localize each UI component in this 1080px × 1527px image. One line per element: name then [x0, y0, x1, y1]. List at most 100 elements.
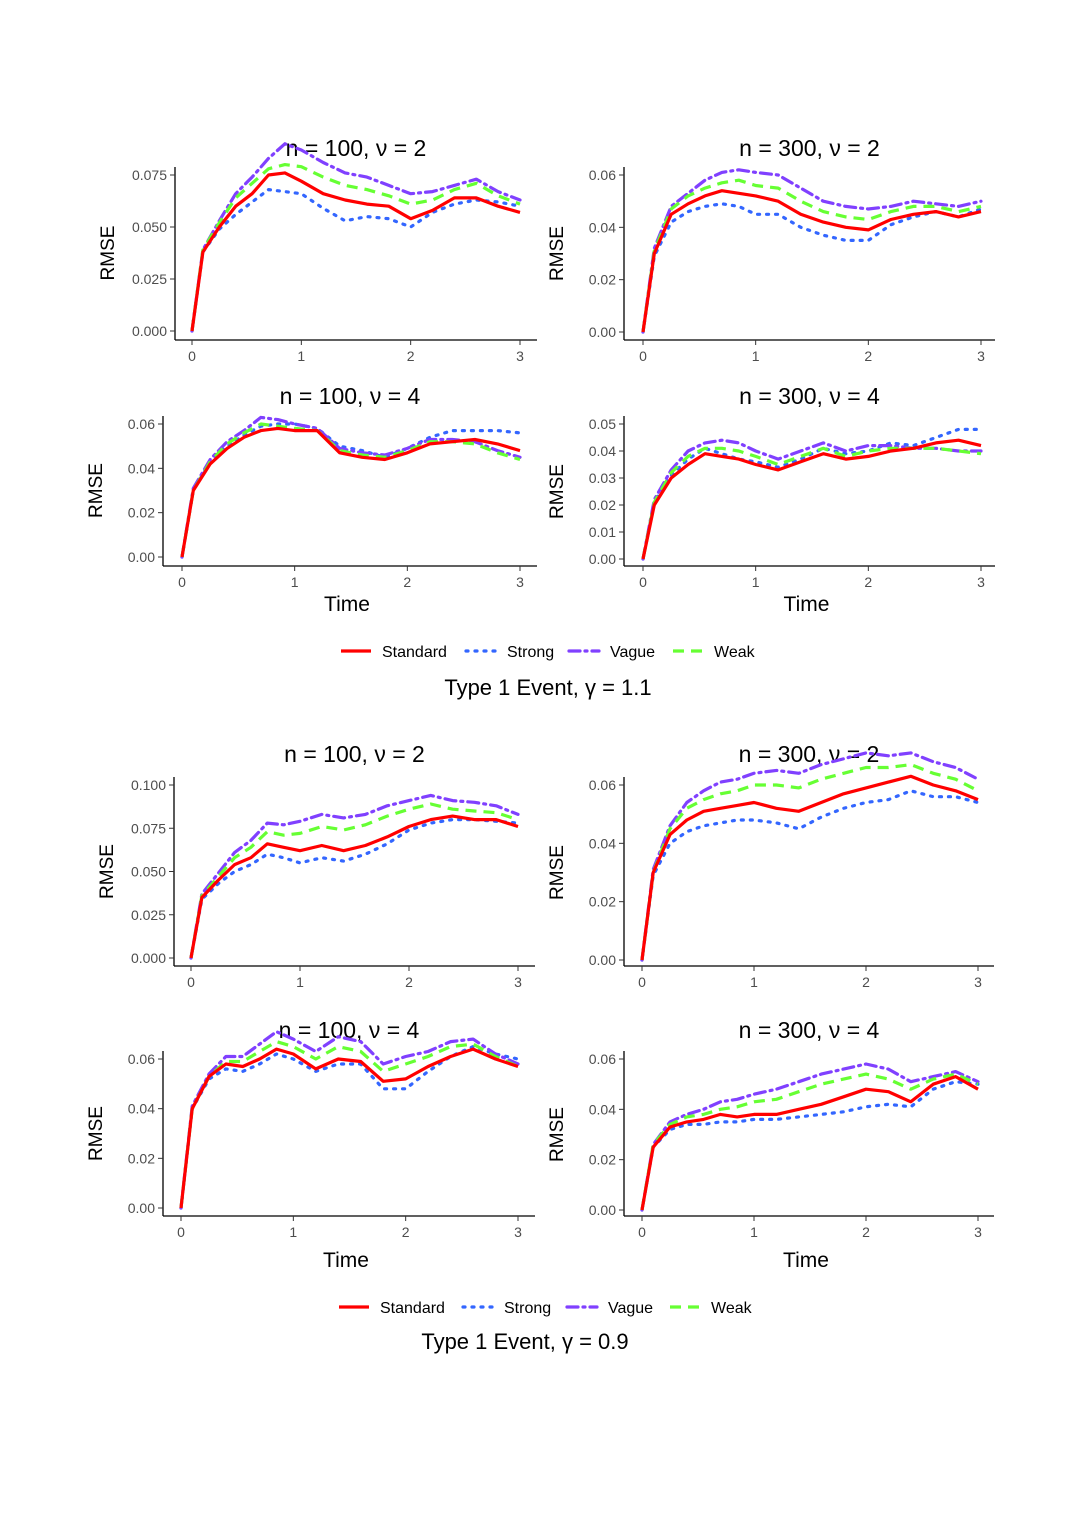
- y-axis-label: RMSE: [98, 226, 119, 281]
- x-tick-label: 2: [862, 1224, 870, 1240]
- x-axis-label: Time: [323, 1249, 369, 1272]
- chart-panel-5: n = 100, ν = 2 0.000 0.025 0.050 0.075 0.100 0…: [97, 741, 535, 990]
- series-line-vague: [640, 1062, 980, 1212]
- x-tick-label: 3: [974, 974, 982, 990]
- y-tick-label: 0.06: [128, 1051, 155, 1067]
- y-tick-label: 0.100: [131, 777, 166, 793]
- legend-label-standard: Standard: [380, 1300, 445, 1317]
- y-tick-label: 0.04: [589, 443, 616, 459]
- y-tick-label: 0.02: [589, 894, 616, 910]
- x-tick-label: 1: [752, 574, 760, 590]
- panel-title: n = 100, ν = 4: [280, 383, 421, 409]
- series-line-strong: [640, 789, 980, 962]
- y-tick-label: 0.00: [589, 551, 616, 567]
- series-line-weak: [641, 446, 982, 560]
- y-tick-label: 0.04: [128, 460, 155, 476]
- x-tick-label: 1: [752, 348, 760, 364]
- y-tick-label: 0.02: [589, 1152, 616, 1168]
- x-axis-label: Time: [784, 593, 830, 616]
- y-tick-label: 0.02: [589, 497, 616, 513]
- y-tick-label: 0.02: [128, 1150, 155, 1166]
- panel-title: n = 300, ν = 2: [739, 135, 880, 161]
- figure-caption: Type 1 Event, γ = 1.1: [444, 675, 651, 700]
- y-tick-label: 0.01: [589, 524, 616, 540]
- y-tick-label: 0.000: [132, 323, 167, 339]
- x-tick-label: 0: [177, 1224, 185, 1240]
- series-line-standard: [190, 171, 521, 332]
- series-line-weak: [189, 802, 519, 959]
- x-axis-label: Time: [783, 1249, 829, 1272]
- y-tick-label: 0.06: [589, 777, 616, 793]
- y-tick-label: 0.00: [589, 1202, 616, 1218]
- series-line-standard: [640, 774, 979, 961]
- y-tick-label: 0.00: [589, 952, 616, 968]
- legend-label-strong: Strong: [504, 1300, 551, 1317]
- legend-label-weak: Weak: [714, 644, 756, 661]
- y-tick-label: 0.050: [131, 864, 166, 880]
- x-tick-label: 0: [188, 348, 196, 364]
- x-tick-label: 1: [291, 574, 299, 590]
- chart-panel-4: n = 300, ν = 4 0.00 0.01 0.02 0.03 0.04 0.05 0 1…: [547, 383, 995, 616]
- y-tick-label: 0.04: [589, 219, 616, 235]
- x-tick-label: 1: [296, 974, 304, 990]
- panel-title: n = 300, ν = 4: [739, 383, 880, 409]
- y-tick-label: 0.00: [589, 324, 616, 340]
- series-line-vague: [179, 1030, 520, 1210]
- x-tick-label: 0: [638, 974, 646, 990]
- x-tick-label: 3: [977, 348, 985, 364]
- legend-label-strong: Strong: [507, 644, 554, 661]
- x-tick-label: 2: [403, 574, 411, 590]
- chart-panel-1: n = 100, ν = 2 0.000 0.025 0.050 0.075 0 1 2 3 RM…: [98, 135, 537, 364]
- y-axis-label: RMSE: [547, 1107, 568, 1162]
- x-tick-label: 2: [407, 348, 415, 364]
- x-tick-label: 0: [187, 974, 195, 990]
- y-axis-label: RMSE: [97, 844, 118, 899]
- y-axis-label: RMSE: [547, 845, 568, 900]
- y-tick-label: 0.075: [132, 167, 167, 183]
- y-axis-label: RMSE: [86, 1106, 107, 1161]
- series-line-strong: [179, 1045, 520, 1210]
- y-tick-label: 0.06: [589, 1051, 616, 1067]
- y-tick-label: 0.03: [589, 470, 616, 486]
- y-axis-label: RMSE: [547, 464, 568, 519]
- x-tick-label: 0: [639, 574, 647, 590]
- legend-label-standard: Standard: [382, 644, 447, 661]
- legend-label-vague: Vague: [608, 1300, 653, 1317]
- series-line-weak: [179, 1040, 519, 1209]
- y-tick-label: 0.04: [589, 835, 616, 851]
- y-tick-label: 0.05: [589, 416, 616, 432]
- chart-panel-3: n = 100, ν = 4 0.00 0.02 0.04 0.06 0 1 2 3 RMSE Ti…: [86, 383, 537, 616]
- y-axis-label: RMSE: [86, 463, 107, 518]
- series-line-weak: [640, 763, 979, 961]
- series-line-weak: [641, 178, 982, 333]
- panel-title: n = 100, ν = 2: [284, 741, 425, 767]
- x-tick-label: 3: [974, 1224, 982, 1240]
- x-tick-label: 1: [750, 1224, 758, 1240]
- x-tick-label: 3: [977, 574, 985, 590]
- series-line-strong: [189, 818, 520, 960]
- x-tick-label: 2: [864, 348, 872, 364]
- y-tick-label: 0.025: [132, 271, 167, 287]
- x-tick-label: 1: [297, 348, 305, 364]
- series-line-vague: [190, 142, 522, 333]
- series-line-vague: [180, 415, 522, 559]
- legend-label-weak: Weak: [711, 1300, 753, 1317]
- series-line-vague: [641, 168, 983, 334]
- legend-label-vague: Vague: [610, 644, 655, 661]
- series-line-standard: [179, 1047, 519, 1209]
- series-line-standard: [189, 814, 519, 959]
- chart-panel-7: n = 100, ν = 40.000.020.040.060 1 2 3RMSETi…: [86, 1017, 535, 1272]
- y-tick-label: 0.02: [589, 272, 616, 288]
- x-tick-label: 3: [514, 974, 522, 990]
- x-tick-label: 0: [178, 574, 186, 590]
- y-tick-label: 0.02: [128, 505, 155, 521]
- legend-2: Standard Strong Vague Weak: [339, 1300, 753, 1317]
- y-tick-label: 0.000: [131, 950, 166, 966]
- x-tick-label: 2: [405, 974, 413, 990]
- chart-panel-8: n = 300, ν = 4 0.00 0.02 0.04 0.06 0 1 2 3 RMSE Ti…: [547, 1017, 994, 1272]
- series-line-weak: [640, 1072, 979, 1211]
- panel-title: n = 300, ν = 4: [739, 1017, 880, 1043]
- y-tick-label: 0.04: [128, 1101, 155, 1117]
